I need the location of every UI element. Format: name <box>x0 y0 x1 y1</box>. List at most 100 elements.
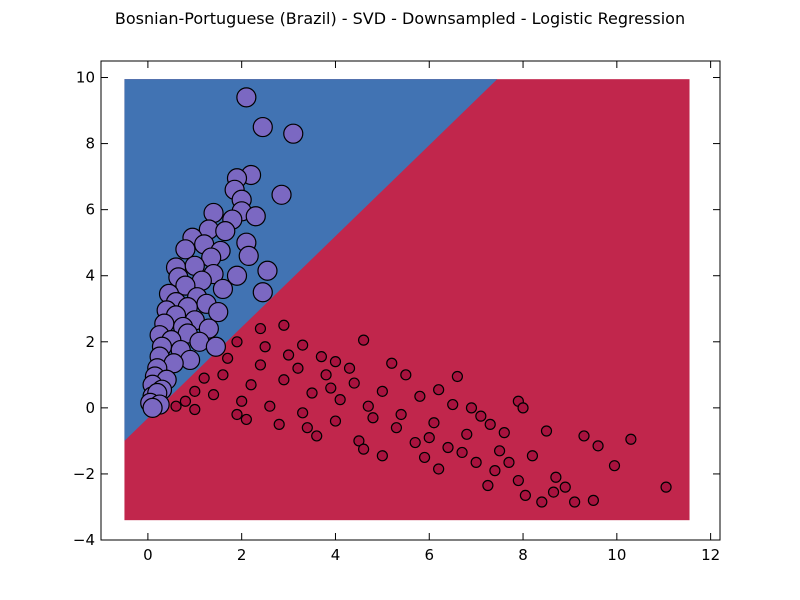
data-point-small <box>400 369 412 381</box>
y-tick-label: 10 <box>76 69 95 87</box>
data-point-small <box>362 400 374 412</box>
data-point-small <box>569 496 581 508</box>
data-point-small <box>386 357 398 369</box>
data-point-small <box>547 486 560 498</box>
data-point-small <box>536 496 548 508</box>
data-points <box>140 87 672 508</box>
data-point-small <box>358 443 370 455</box>
x-tick-label: 8 <box>518 546 528 564</box>
data-point-small <box>179 395 192 407</box>
data-point-small <box>540 425 553 437</box>
data-point-small <box>465 402 478 414</box>
x-tick-label: 4 <box>331 546 341 564</box>
data-point-small <box>475 410 487 422</box>
data-point-small <box>254 322 267 335</box>
data-point-small <box>418 451 431 464</box>
data-point-small <box>395 408 407 421</box>
data-point-small <box>297 339 309 351</box>
data-point-small <box>498 427 510 439</box>
data-point-small <box>512 474 524 487</box>
y-tick-label: −2 <box>73 465 95 483</box>
data-point-small <box>433 384 445 396</box>
data-point-small <box>320 369 332 381</box>
data-point-large <box>212 278 234 300</box>
data-point-small <box>484 418 496 430</box>
data-point-small <box>217 369 229 381</box>
x-tick-label: 10 <box>607 546 626 564</box>
chart-title: Bosnian-Portuguese (Brazil) - SVD - Down… <box>114 9 686 28</box>
data-point-small <box>343 362 356 374</box>
data-point-small <box>519 489 531 502</box>
data-point-small <box>189 403 201 416</box>
data-point-small <box>334 394 346 406</box>
data-point-small <box>207 389 220 401</box>
y-tick-label: 2 <box>85 333 95 351</box>
data-point-large <box>245 206 266 227</box>
data-point-small <box>245 379 257 391</box>
data-point-small <box>493 445 506 457</box>
data-point-small <box>442 441 454 454</box>
data-point-small <box>489 465 501 477</box>
data-point-small <box>222 352 234 364</box>
data-point-small <box>587 494 599 506</box>
data-point-small <box>315 351 328 363</box>
data-point-small <box>329 415 342 427</box>
data-point-small <box>482 479 494 492</box>
data-point-small <box>517 402 529 414</box>
data-point-small <box>367 412 379 424</box>
data-point-large <box>238 245 259 267</box>
data-point-large <box>252 282 273 303</box>
data-point-large <box>226 265 248 286</box>
data-point-large <box>252 116 273 138</box>
x-tick-label: 12 <box>701 546 720 564</box>
data-point-small <box>189 385 201 397</box>
data-point-small <box>461 428 473 440</box>
x-axis: 0 2 4 6 8 10 12 <box>143 61 720 564</box>
y-tick-label: −4 <box>73 531 95 549</box>
data-point-small <box>358 334 370 346</box>
data-point-small <box>198 372 210 384</box>
data-point-large <box>283 123 304 144</box>
y-tick-label: 0 <box>85 399 95 417</box>
data-point-small <box>301 422 313 434</box>
data-point-small <box>259 341 271 353</box>
data-point-small <box>292 362 304 374</box>
data-point-small <box>170 400 182 412</box>
data-point-large <box>208 301 229 323</box>
data-point-large <box>205 336 226 357</box>
x-tick-label: 2 <box>237 546 247 564</box>
data-point-small <box>608 460 621 472</box>
y-tick-label: 4 <box>85 267 95 285</box>
data-point-small <box>660 481 672 493</box>
data-point-small <box>451 370 463 383</box>
data-point-small <box>278 374 290 386</box>
data-point-large <box>142 397 163 418</box>
data-point-small <box>273 418 285 430</box>
y-axis: −4 −2 0 2 4 6 8 10 <box>73 69 720 549</box>
data-point-small <box>503 456 515 468</box>
data-point-small <box>236 395 248 407</box>
data-point-small <box>433 463 445 475</box>
data-point-small <box>550 471 562 483</box>
y-tick-label: 8 <box>85 135 95 153</box>
data-point-small <box>526 450 539 462</box>
data-point-large <box>179 349 201 371</box>
data-point-large <box>271 184 292 205</box>
y-tick-label: 6 <box>85 201 95 219</box>
data-point-small <box>456 446 468 459</box>
data-point-small <box>231 408 243 421</box>
data-point-small <box>254 359 267 371</box>
data-point-large <box>236 87 257 108</box>
data-point-small <box>390 422 403 434</box>
data-point-small <box>578 430 590 442</box>
data-point-small <box>306 387 318 399</box>
data-point-small <box>325 382 337 394</box>
data-point-small <box>592 440 604 452</box>
data-point-small <box>428 417 440 429</box>
data-point-large <box>257 260 278 281</box>
data-point-small <box>264 400 276 412</box>
data-point-small <box>625 433 637 445</box>
data-point-large <box>215 221 236 242</box>
data-point-small <box>297 407 309 419</box>
